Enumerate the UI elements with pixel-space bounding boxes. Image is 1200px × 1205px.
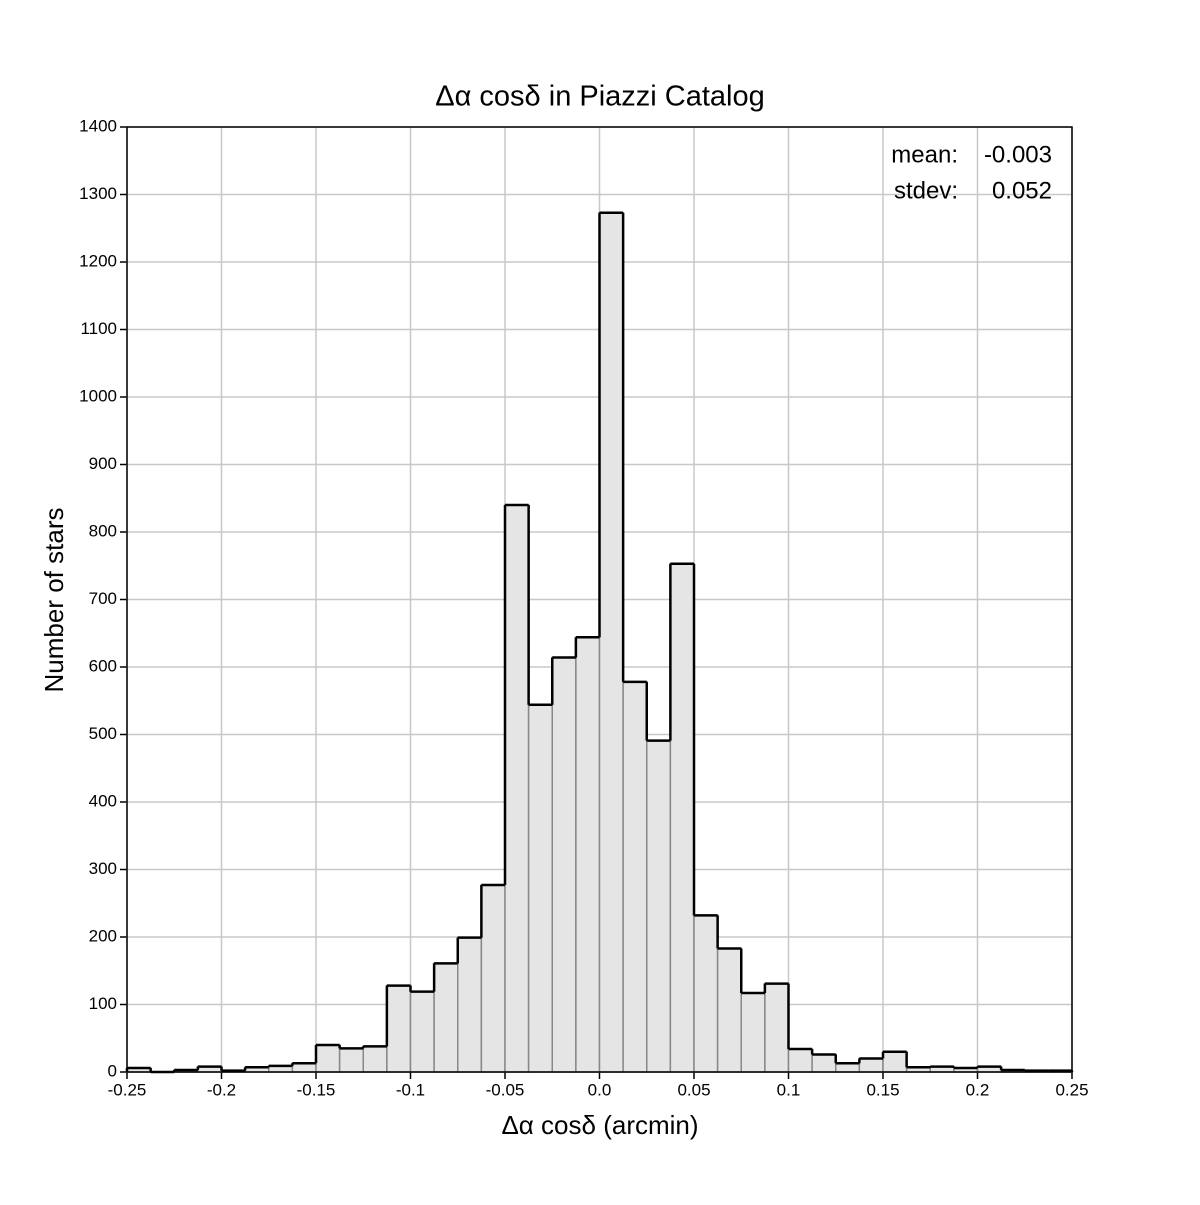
bar (622, 681, 648, 1073)
x-tick-label: -0.2 (207, 1080, 236, 1099)
bar (669, 562, 695, 1073)
bar (291, 1062, 317, 1073)
y-tick-label: 200 (89, 926, 117, 945)
y-tick-label: 1100 (80, 319, 117, 338)
chart-title: Δα cosδ in Piazzi Catalog (435, 81, 765, 113)
bar (362, 1045, 388, 1073)
x-tick-label: 0.1 (777, 1080, 801, 1099)
x-tick-label: 0.2 (966, 1080, 990, 1099)
bar (315, 1044, 341, 1073)
bar (716, 947, 742, 1073)
bar (764, 982, 790, 1073)
y-tick-label: 600 (89, 656, 117, 675)
y-tick-label: 0 (108, 1061, 117, 1080)
bar (527, 704, 553, 1073)
y-tick-label: 400 (89, 791, 117, 810)
y-tick-label: 1200 (79, 251, 117, 270)
y-tick-label: 100 (89, 994, 117, 1013)
bar (858, 1057, 884, 1073)
y-axis-label: Number of stars (39, 508, 69, 693)
stat-label: stdev: (894, 177, 958, 204)
x-tick-label: 0.0 (588, 1080, 612, 1099)
x-tick-label: -0.05 (486, 1080, 525, 1099)
bar (386, 984, 412, 1073)
bar (835, 1062, 861, 1073)
bar (575, 636, 601, 1073)
x-tick-label: -0.15 (297, 1080, 336, 1099)
x-axis-label: Δα cosδ (arcmin) (501, 1110, 698, 1140)
stat-value: -0.003 (984, 141, 1052, 168)
stat-value: 0.052 (992, 177, 1052, 204)
bar (811, 1053, 837, 1073)
y-tick-label: 700 (89, 589, 117, 608)
bar (338, 1047, 364, 1073)
bar (740, 992, 766, 1073)
y-tick-label: 1400 (79, 116, 117, 135)
plot-frame (126, 126, 1073, 1073)
bar (409, 990, 435, 1073)
bar (882, 1051, 908, 1073)
stat-label: mean: (891, 141, 958, 168)
bar (457, 936, 483, 1073)
bar (646, 739, 672, 1073)
x-tick-label: 0.15 (866, 1080, 899, 1099)
bar (787, 1048, 813, 1073)
x-tick-label: -0.1 (396, 1080, 425, 1099)
bar (504, 504, 530, 1073)
bar (433, 962, 459, 1073)
bar (598, 211, 624, 1073)
y-tick-label: 900 (89, 454, 117, 473)
y-tick-label: 300 (89, 859, 117, 878)
x-tick-label: 0.25 (1055, 1080, 1088, 1099)
x-tick-label: 0.05 (677, 1080, 710, 1099)
bar (693, 914, 719, 1073)
y-tick-label: 1300 (79, 184, 117, 203)
y-tick-label: 800 (89, 521, 117, 540)
bar (480, 884, 506, 1073)
y-tick-label: 500 (89, 724, 117, 743)
y-tick-label: 1000 (79, 386, 117, 405)
bar (551, 656, 577, 1073)
x-tick-label: -0.25 (108, 1080, 147, 1099)
